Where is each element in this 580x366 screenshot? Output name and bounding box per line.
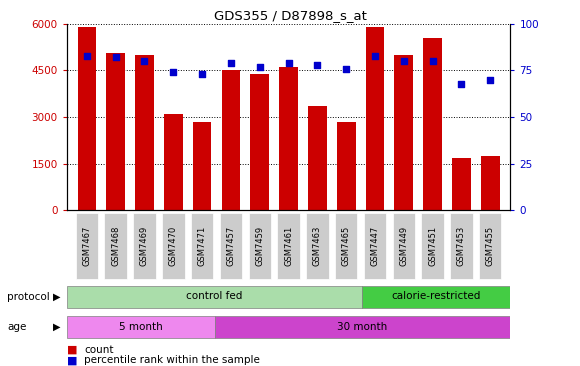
Bar <box>78 27 96 210</box>
Point <box>313 62 322 68</box>
Point <box>428 58 437 64</box>
FancyBboxPatch shape <box>393 213 415 279</box>
Text: age: age <box>7 322 26 332</box>
Bar <box>452 157 471 210</box>
Bar <box>337 122 356 210</box>
Bar <box>279 67 298 210</box>
FancyBboxPatch shape <box>306 213 329 279</box>
Bar <box>481 156 499 210</box>
Bar <box>251 74 269 210</box>
Text: percentile rank within the sample: percentile rank within the sample <box>84 355 260 365</box>
Text: 30 month: 30 month <box>338 322 387 332</box>
Point <box>457 81 466 86</box>
Point <box>169 70 178 75</box>
Point <box>485 77 495 83</box>
Text: GSM7449: GSM7449 <box>399 226 408 266</box>
FancyBboxPatch shape <box>479 213 502 279</box>
Text: GSM7463: GSM7463 <box>313 226 322 266</box>
FancyBboxPatch shape <box>162 213 184 279</box>
FancyBboxPatch shape <box>104 213 127 279</box>
Text: GSM7455: GSM7455 <box>485 226 495 266</box>
Point <box>111 55 120 60</box>
Text: GSM7447: GSM7447 <box>371 226 379 266</box>
FancyBboxPatch shape <box>248 213 271 279</box>
Text: ■: ■ <box>67 345 77 355</box>
Point <box>255 64 264 70</box>
Text: GSM7471: GSM7471 <box>198 226 206 266</box>
FancyBboxPatch shape <box>364 213 386 279</box>
Text: GDS355 / D87898_s_at: GDS355 / D87898_s_at <box>213 9 367 22</box>
Point <box>371 53 380 59</box>
FancyBboxPatch shape <box>75 213 98 279</box>
Text: GSM7465: GSM7465 <box>342 226 351 266</box>
Text: GSM7468: GSM7468 <box>111 226 120 266</box>
Point <box>197 71 206 77</box>
Text: ▶: ▶ <box>53 292 60 302</box>
FancyBboxPatch shape <box>191 213 213 279</box>
FancyBboxPatch shape <box>362 285 510 308</box>
Text: ■: ■ <box>67 355 77 365</box>
Text: GSM7469: GSM7469 <box>140 226 149 266</box>
Text: 5 month: 5 month <box>119 322 162 332</box>
Point <box>342 66 351 71</box>
FancyBboxPatch shape <box>220 213 242 279</box>
Point <box>284 60 293 66</box>
Text: control fed: control fed <box>186 291 243 301</box>
Text: GSM7453: GSM7453 <box>457 226 466 266</box>
Text: count: count <box>84 345 114 355</box>
FancyBboxPatch shape <box>67 316 215 339</box>
Text: GSM7459: GSM7459 <box>255 226 264 266</box>
Point <box>82 53 92 59</box>
Bar <box>308 106 327 210</box>
FancyBboxPatch shape <box>450 213 473 279</box>
Text: calorie-restricted: calorie-restricted <box>392 291 481 301</box>
FancyBboxPatch shape <box>277 213 300 279</box>
Bar <box>365 27 385 210</box>
Text: GSM7470: GSM7470 <box>169 226 178 266</box>
Text: ▶: ▶ <box>53 322 60 332</box>
Bar <box>106 53 125 210</box>
Point <box>140 58 149 64</box>
Text: GSM7461: GSM7461 <box>284 226 293 266</box>
Bar <box>135 55 154 210</box>
FancyBboxPatch shape <box>335 213 357 279</box>
Bar <box>164 114 183 210</box>
Point <box>399 58 408 64</box>
Bar <box>222 70 240 210</box>
Bar <box>423 38 442 210</box>
Text: protocol: protocol <box>7 292 50 302</box>
Point <box>226 60 235 66</box>
Bar <box>193 122 212 210</box>
FancyBboxPatch shape <box>422 213 444 279</box>
Text: GSM7457: GSM7457 <box>226 226 235 266</box>
Text: GSM7467: GSM7467 <box>82 226 92 266</box>
FancyBboxPatch shape <box>133 213 155 279</box>
Bar <box>394 55 413 210</box>
FancyBboxPatch shape <box>67 285 362 308</box>
Text: GSM7451: GSM7451 <box>428 226 437 266</box>
FancyBboxPatch shape <box>215 316 510 339</box>
